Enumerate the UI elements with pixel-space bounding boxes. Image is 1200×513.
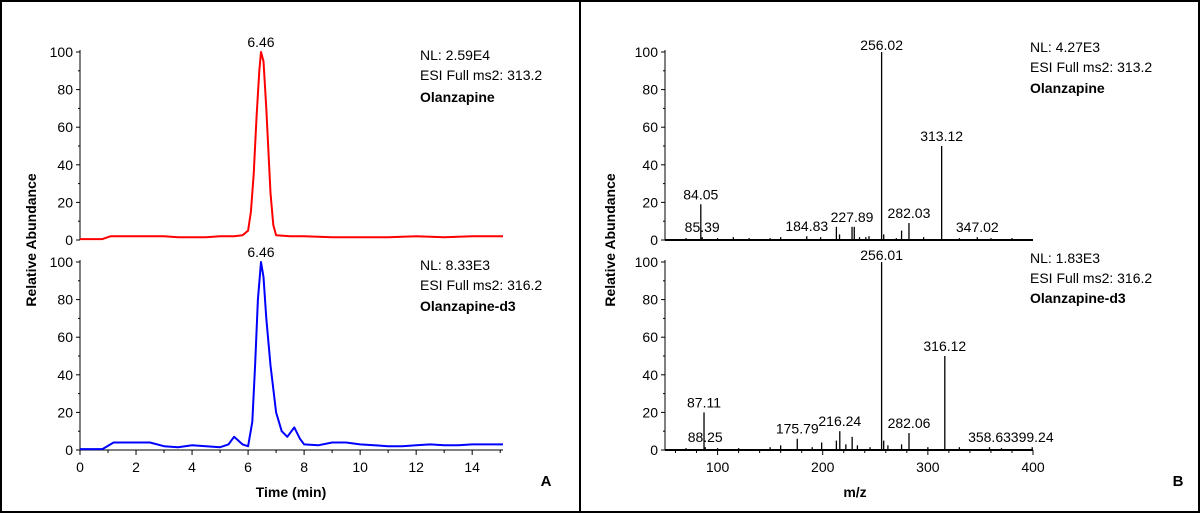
x-tick-label: 8 xyxy=(300,459,308,475)
y-tick-label: 20 xyxy=(57,404,73,420)
x-tick-label: 6 xyxy=(244,459,252,475)
y-tick-label: 100 xyxy=(635,254,659,270)
y-tick-label: 40 xyxy=(57,157,73,173)
panel-b-xlabel: m/z xyxy=(843,484,866,500)
info-scan: ESI Full ms2: 316.2 xyxy=(1030,270,1152,286)
y-tick-label: 80 xyxy=(57,82,73,98)
peak-mz-label: 227.89 xyxy=(831,209,874,225)
info-compound: Olanzapine xyxy=(420,89,495,105)
info-scan: ESI Full ms2: 313.2 xyxy=(1030,59,1152,75)
x-tick-label: 100 xyxy=(706,459,730,475)
y-tick-label: 60 xyxy=(642,329,658,345)
y-tick-label: 40 xyxy=(57,367,73,383)
peak-mz-label: 175.79 xyxy=(776,421,819,437)
info-compound: Olanzapine-d3 xyxy=(420,298,516,314)
y-tick-label: 60 xyxy=(57,119,73,135)
x-tick-label: 300 xyxy=(916,459,940,475)
info-compound: Olanzapine xyxy=(1030,80,1105,96)
peak-mz-label: 313.12 xyxy=(920,128,963,144)
peak-label: 6.46 xyxy=(247,244,274,260)
peak-mz-label: 84.05 xyxy=(683,186,718,202)
peak-mz-label: 316.12 xyxy=(923,338,966,354)
chromatogram-line-olanzapine xyxy=(80,51,503,241)
info-nl: NL: 8.33E3 xyxy=(420,257,490,273)
y-tick-label: 0 xyxy=(65,232,73,248)
panel-a-label: A xyxy=(541,473,552,490)
chromatogram-olanzapine: NL: 2.59E4 ESI Full ms2: 313.2 Olanzapin… xyxy=(420,47,542,105)
spectrum-olanzapine: NL: 4.27E3 ESI Full ms2: 313.2 Olanzapin… xyxy=(1030,39,1152,96)
x-tick-label: 200 xyxy=(811,459,835,475)
x-tick-label: 0 xyxy=(76,459,84,475)
x-tick-label: 14 xyxy=(464,459,480,475)
x-tick-label: 2 xyxy=(132,459,140,475)
y-tick-label: 80 xyxy=(57,292,73,308)
info-nl: NL: 1.83E3 xyxy=(1030,250,1100,266)
x-tick-label: 4 xyxy=(188,459,196,475)
y-tick-label: 100 xyxy=(50,44,74,60)
peak-mz-label: 87.11 xyxy=(687,394,721,410)
peak-mz-label: 88.25 xyxy=(688,429,723,445)
panel-a-xlabel: Time (min) xyxy=(256,484,327,500)
peak-mz-label: 282.03 xyxy=(888,205,931,221)
peak-label: 6.46 xyxy=(247,34,274,50)
y-tick-label: 60 xyxy=(642,119,658,135)
y-tick-label: 0 xyxy=(650,442,658,458)
peak-mz-label: 216.24 xyxy=(818,413,861,429)
info-nl: NL: 2.59E4 xyxy=(420,47,490,63)
panel-a-chromatograms: Relative Abundance Time (min) A NL: 2.59… xyxy=(23,34,552,500)
peak-mz-label: 85.39 xyxy=(685,219,720,235)
spectrum-olanzapine-d3: NL: 1.83E3 ESI Full ms2: 316.2 Olanzapin… xyxy=(1030,250,1152,306)
peak-mz-label: 347.02 xyxy=(956,219,999,235)
peak-mz-label: 256.01 xyxy=(860,247,903,263)
y-tick-label: 100 xyxy=(635,44,659,60)
panel-b-ylabel: Relative Abundance xyxy=(602,173,618,307)
info-compound: Olanzapine-d3 xyxy=(1030,290,1126,306)
y-tick-label: 100 xyxy=(50,254,74,270)
y-tick-label: 0 xyxy=(650,232,658,248)
peak-mz-label: 399.24 xyxy=(1011,429,1054,445)
x-tick-label: 10 xyxy=(352,459,368,475)
peak-mz-label: 184.83 xyxy=(785,218,828,234)
peak-mz-label: 256.02 xyxy=(860,37,903,53)
x-tick-label: 400 xyxy=(1021,459,1045,475)
peak-mz-label: 282.06 xyxy=(888,415,931,431)
y-tick-label: 20 xyxy=(642,404,658,420)
info-scan: ESI Full ms2: 316.2 xyxy=(420,277,542,293)
y-tick-label: 20 xyxy=(642,194,658,210)
y-tick-label: 60 xyxy=(57,329,73,345)
chromatogram-olanzapine-d3: NL: 8.33E3 ESI Full ms2: 316.2 Olanzapin… xyxy=(420,257,542,314)
panel-b-spectra: Relative Abundance m/z B NL: 4.27E3 ESI … xyxy=(602,37,1184,500)
panel-a-ylabel: Relative Abundance xyxy=(23,173,39,307)
y-tick-label: 40 xyxy=(642,367,658,383)
info-scan: ESI Full ms2: 313.2 xyxy=(420,67,542,83)
x-tick-label: 12 xyxy=(408,459,424,475)
info-nl: NL: 4.27E3 xyxy=(1030,39,1100,55)
y-tick-label: 40 xyxy=(642,157,658,173)
peak-mz-label: 358.63 xyxy=(968,429,1011,445)
y-tick-label: 0 xyxy=(65,442,73,458)
chromatogram-line-olanzapine-d3 xyxy=(80,261,503,451)
y-tick-label: 20 xyxy=(57,194,73,210)
y-tick-label: 80 xyxy=(642,292,658,308)
y-tick-label: 80 xyxy=(642,82,658,98)
panel-b-label: B xyxy=(1173,473,1184,490)
